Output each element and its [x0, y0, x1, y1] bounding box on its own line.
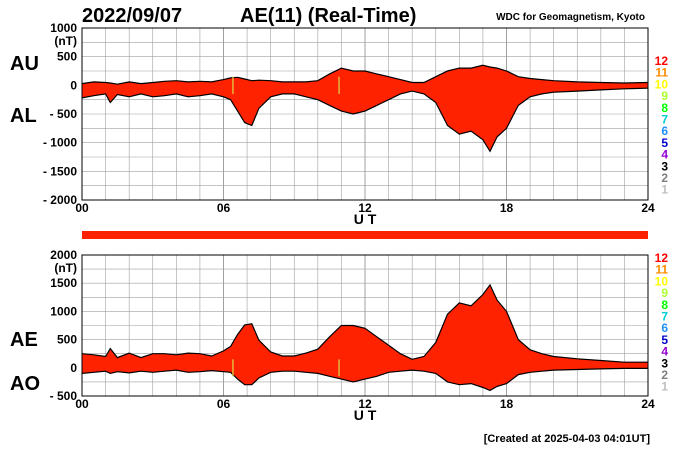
x-axis-label: U T: [354, 211, 377, 227]
created-label: [Created at 2025-04-03 04:01UT]: [484, 433, 651, 445]
y-tick-label: 1500: [50, 276, 77, 290]
x-tick-label: 12: [358, 201, 372, 215]
level-label: 3: [661, 159, 668, 173]
level-label: 2: [661, 171, 668, 185]
level-label: 8: [661, 101, 668, 115]
x-tick-label: 18: [500, 201, 514, 215]
date-label: 2022/09/07: [82, 5, 182, 27]
level-label: 1: [661, 183, 668, 197]
lower-line: [81, 87, 649, 153]
series-label-lower: AL: [10, 105, 37, 127]
y-tick-label: 500: [57, 333, 77, 347]
level-label: 2: [661, 368, 668, 382]
level-label: 11: [655, 66, 668, 80]
source-label: WDC for Geomagnetism, Kyoto: [496, 12, 645, 23]
lower-line: [81, 367, 648, 392]
series-label-upper: AU: [10, 53, 39, 75]
level-label: 6: [661, 124, 668, 138]
x-tick-label: 00: [75, 397, 89, 411]
upper-line: [81, 283, 648, 363]
y-tick-label: 1000: [50, 304, 77, 318]
y-tick-label: 0: [70, 361, 77, 375]
y-tick-label: - 2000: [43, 193, 77, 207]
level-label: 7: [661, 310, 668, 324]
plot-frame: [81, 27, 649, 201]
au-al-panel: 1000 500 0 - 500 - 1000 - 1500 - 2000 (nT) 00 06 1…: [10, 21, 655, 227]
y-axis-unit: (nT): [54, 34, 77, 48]
level-label: 3: [661, 356, 668, 370]
plot-frame: [81, 254, 649, 397]
x-tick-label: 06: [217, 397, 231, 411]
level-label: 12: [655, 54, 669, 68]
y-tick-label: 500: [57, 50, 77, 64]
x-tick-label: 24: [641, 397, 655, 411]
x-tick-label: 18: [500, 397, 514, 411]
level-label: 6: [661, 321, 668, 335]
y-tick-label: - 500: [50, 107, 78, 121]
level-label: 5: [661, 136, 668, 150]
x-axis-label: U T: [354, 407, 377, 423]
level-label: 11: [655, 263, 668, 277]
y-tick-label: 1000: [50, 21, 77, 35]
level-label: 10: [655, 77, 669, 91]
level-label: 9: [661, 89, 668, 103]
y-tick-label: - 500: [50, 389, 78, 403]
level-label: 8: [661, 298, 668, 312]
level-label: 4: [661, 148, 668, 162]
upper-line: [81, 64, 649, 85]
status-bar: [82, 231, 648, 239]
level-label: 4: [661, 345, 668, 359]
x-tick-label: 24: [641, 201, 655, 215]
level-label: 12: [655, 251, 669, 265]
x-tick-label: 12: [358, 397, 372, 411]
y-tick-label: - 1500: [43, 164, 77, 178]
series-label-lower: AO: [10, 373, 40, 395]
area-band: [82, 284, 648, 391]
level-label: 5: [661, 333, 668, 347]
level-label: 1: [661, 380, 668, 394]
level-label: 10: [655, 274, 669, 288]
chart-title: AE(11) (Real-Time): [240, 5, 416, 27]
series-label-upper: AE: [10, 329, 38, 351]
y-tick-label: - 1000: [43, 136, 77, 150]
y-tick-label: 0: [70, 78, 77, 92]
ae-ao-panel: 2000 1500 1000 500 0 - 500 (nT) 00 06 12 18 24 U T AE…: [10, 248, 655, 423]
level-label: 7: [661, 113, 668, 127]
level-label: 9: [661, 286, 668, 300]
y-axis-unit: (nT): [54, 261, 77, 275]
x-tick-label: 06: [217, 201, 231, 215]
area-band: [82, 65, 648, 152]
x-tick-label: 00: [75, 201, 89, 215]
y-tick-label: 2000: [50, 248, 77, 262]
